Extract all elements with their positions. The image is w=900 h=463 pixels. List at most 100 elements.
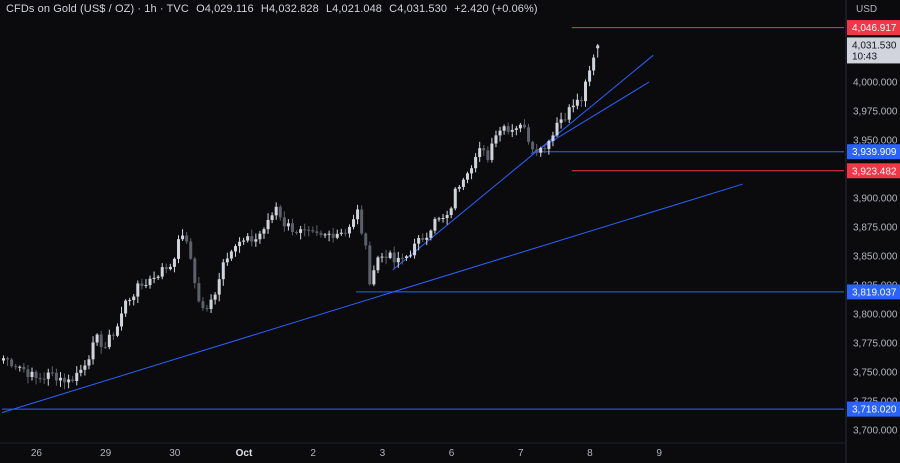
candle-body xyxy=(510,129,514,132)
candle-body xyxy=(421,237,425,240)
price-label-support: 3,939.909 xyxy=(847,144,900,160)
candle xyxy=(197,277,201,303)
candle-body xyxy=(181,235,185,240)
candle xyxy=(120,306,124,331)
y-tick-label: 3,700.000 xyxy=(853,426,898,437)
candle-body xyxy=(75,372,79,381)
candle-body xyxy=(372,270,376,285)
candle xyxy=(563,112,567,123)
candle xyxy=(490,137,494,163)
candle xyxy=(470,165,474,180)
candle-body xyxy=(30,371,34,377)
candle xyxy=(278,204,282,221)
candle-body xyxy=(356,209,360,220)
candle-body xyxy=(242,240,246,242)
y-tick-label: 3,900.000 xyxy=(853,194,898,205)
candle-body xyxy=(522,124,526,128)
x-tick-label: 8 xyxy=(587,448,593,459)
candle xyxy=(128,297,132,306)
price-label-box xyxy=(847,20,900,36)
candle-body xyxy=(136,283,140,297)
candle xyxy=(506,122,510,135)
candle xyxy=(413,238,417,259)
candle-body xyxy=(535,149,539,153)
trendline[interactable] xyxy=(530,81,650,155)
candle xyxy=(461,177,465,191)
time-axis: 26 29 30 Oct 2 3 6 7 8 9 xyxy=(0,442,846,459)
candle xyxy=(274,202,278,220)
candle-body xyxy=(120,313,124,327)
candle xyxy=(498,126,502,142)
candle-body xyxy=(563,119,567,121)
candle xyxy=(421,233,425,242)
candle-body xyxy=(229,251,233,259)
candle-body xyxy=(417,237,421,244)
candle xyxy=(6,356,10,366)
candle-body xyxy=(352,219,356,227)
candle xyxy=(18,365,22,372)
candle xyxy=(286,219,290,231)
y-tick-label: 4,000.000 xyxy=(853,78,898,89)
trendline[interactable] xyxy=(1,183,743,414)
candle-body xyxy=(140,283,144,286)
candle-body xyxy=(91,342,95,360)
candle xyxy=(437,216,441,222)
trendline[interactable] xyxy=(392,54,654,271)
candle xyxy=(543,144,547,154)
candle xyxy=(388,250,392,260)
price-label-text: 3,718.020 xyxy=(852,405,897,416)
candle xyxy=(34,369,38,385)
candle xyxy=(433,217,437,234)
candle xyxy=(87,355,91,370)
candle-body xyxy=(445,215,449,218)
candle-body xyxy=(498,130,502,136)
candle xyxy=(518,122,522,133)
candle xyxy=(380,252,384,263)
candle xyxy=(10,357,14,368)
candle xyxy=(360,205,364,236)
candle xyxy=(270,212,274,224)
candle xyxy=(522,119,526,129)
candle xyxy=(144,279,148,289)
candle xyxy=(95,333,99,346)
candle xyxy=(83,360,87,376)
x-tick-label: 30 xyxy=(169,448,181,459)
candle-body xyxy=(270,215,274,220)
candle xyxy=(315,225,319,237)
candle-body xyxy=(266,219,270,230)
candle-body xyxy=(95,334,99,343)
x-tick-label: Oct xyxy=(236,448,253,459)
candle-body xyxy=(584,81,588,102)
y-tick-label: 3,800.000 xyxy=(853,310,898,321)
price-change: +2.420 (+0.06%) xyxy=(454,3,538,15)
candle-body xyxy=(54,372,58,381)
candle xyxy=(396,251,400,268)
candle-body xyxy=(193,258,197,284)
candle xyxy=(282,211,286,232)
candle xyxy=(311,226,315,234)
ohlc-open: O4,029.116 xyxy=(196,3,254,15)
candle-body xyxy=(205,308,209,310)
candle xyxy=(335,229,339,240)
candle-body xyxy=(71,379,75,381)
candle xyxy=(177,235,181,264)
candle xyxy=(148,275,152,289)
symbol-title[interactable]: CFDs on Gold (US$ / OZ) · 1h · TVC xyxy=(6,3,189,15)
candle xyxy=(307,226,311,237)
candle-body xyxy=(413,243,417,256)
candle-body xyxy=(258,233,262,240)
x-tick-label: 29 xyxy=(100,448,112,459)
candle-body xyxy=(115,326,119,336)
candle-body xyxy=(376,257,380,271)
candle xyxy=(579,96,583,107)
candle xyxy=(185,232,189,245)
candle xyxy=(99,330,103,354)
candle xyxy=(592,54,596,76)
candle xyxy=(384,249,388,265)
y-tick-label: 3,975.000 xyxy=(853,107,898,118)
candle-body xyxy=(453,188,457,209)
candle-body xyxy=(478,148,482,158)
candle-body xyxy=(250,236,254,242)
